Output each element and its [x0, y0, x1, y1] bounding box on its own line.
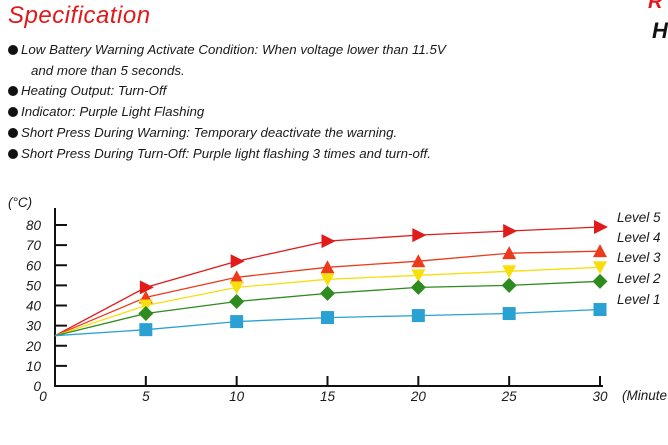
- temperature-chart: (°C) (Minute 0 10 20 30 40 50 60 70 80 0 5 10 15 20 2…: [8, 195, 667, 404]
- x-tick-label: 30: [592, 389, 608, 404]
- legend-label: Level 1: [617, 292, 661, 307]
- data-point: [502, 307, 516, 321]
- y-tick-label: 80: [26, 218, 42, 233]
- spec-text-continued: and more than 5 seconds.: [31, 62, 185, 78]
- x-axis-unit-label: (Minute: [622, 388, 667, 403]
- x-ticks: 0 5 10 15 20 25 30: [39, 376, 608, 404]
- spec-item: Heating Output: Turn-Off: [8, 81, 608, 102]
- data-point: [230, 315, 244, 329]
- spec-item: Short Press During Warning: Temporary de…: [8, 123, 608, 144]
- bullet-icon: [8, 86, 18, 97]
- x-tick-label: 25: [501, 389, 518, 404]
- x-tick-label: 20: [410, 389, 427, 404]
- legend-label: Level 4: [617, 230, 661, 245]
- spec-list: Low Battery Warning Activate Condition: …: [8, 40, 608, 164]
- x-tick-label: 5: [142, 389, 150, 404]
- y-tick-label: 30: [26, 319, 42, 334]
- legend-label: Level 5: [617, 210, 661, 225]
- bullet-icon: [8, 45, 18, 55]
- y-tick-label: 10: [26, 359, 42, 374]
- data-point: [410, 279, 426, 295]
- spec-item: Short Press During Turn-Off: Purple ligh…: [8, 144, 608, 165]
- data-point: [593, 244, 607, 258]
- spec-item: Indicator: Purple Light Flashing: [8, 102, 608, 123]
- data-point: [229, 293, 245, 309]
- data-point: [593, 303, 607, 317]
- corner-mark-bottom: H: [652, 18, 668, 43]
- data-point: [321, 234, 336, 249]
- data-point: [320, 260, 335, 274]
- data-point: [320, 285, 335, 301]
- data-point: [412, 228, 427, 243]
- corner-mark-top: R: [648, 0, 663, 13]
- data-point: [502, 265, 517, 279]
- legend-label: Level 2: [617, 271, 661, 286]
- data-point: [593, 261, 607, 275]
- data-point: [229, 270, 244, 284]
- data-point: [139, 323, 153, 337]
- y-tick-label: 40: [26, 299, 42, 314]
- data-point: [139, 280, 154, 295]
- spec-item: Low Battery Warning Activate Condition: …: [8, 40, 608, 81]
- data-point: [321, 311, 334, 325]
- data-point: [229, 281, 244, 295]
- data-point: [230, 254, 245, 269]
- page-title: Specification: [8, 2, 151, 29]
- spec-text: Low Battery Warning Activate Condition: …: [21, 42, 446, 57]
- data-point: [592, 273, 608, 289]
- bullet-icon: [8, 148, 18, 159]
- data-point: [138, 306, 154, 322]
- x-tick-label: 15: [320, 389, 336, 404]
- spec-text: Indicator: Purple Light Flashing: [21, 104, 205, 120]
- y-axis-unit-label: (°C): [8, 195, 32, 210]
- spec-text: Heating Output: Turn-Off: [21, 83, 167, 99]
- legend: Level 5 Level 4 Level 3 Level 2 Level 1: [617, 210, 661, 307]
- series-markers: [138, 220, 608, 337]
- bullet-icon: [8, 127, 18, 138]
- y-ticks: 0 10 20 30 40 50 60 70 80: [25, 218, 67, 394]
- legend-label: Level 3: [617, 250, 661, 265]
- y-tick-label: 60: [26, 258, 42, 273]
- data-point: [594, 220, 608, 235]
- x-tick-label: 10: [229, 389, 245, 404]
- data-point: [411, 269, 426, 283]
- data-point: [411, 254, 426, 268]
- spec-text: Short Press During Turn-Off: Purple ligh…: [21, 145, 431, 161]
- y-tick-label: 20: [25, 339, 42, 354]
- y-tick-label: 50: [26, 278, 42, 293]
- data-point: [320, 273, 335, 287]
- y-tick-label: 0: [33, 379, 41, 394]
- data-point: [138, 299, 153, 313]
- data-point: [501, 277, 517, 293]
- data-point: [411, 309, 425, 323]
- data-point: [503, 224, 518, 239]
- x-tick-label: 0: [39, 389, 47, 404]
- y-tick-label: 70: [26, 238, 42, 253]
- data-point: [502, 246, 517, 260]
- spec-text: Short Press During Warning: Temporary de…: [21, 124, 398, 140]
- bullet-icon: [8, 107, 18, 118]
